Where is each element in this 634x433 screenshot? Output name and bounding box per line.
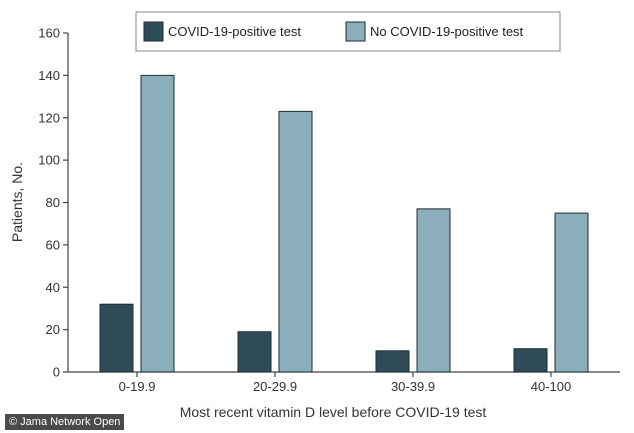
x-tick-label: 20-29.9 xyxy=(253,379,297,394)
y-axis-title: Patients, No. xyxy=(9,162,25,242)
y-tick-label: 80 xyxy=(46,195,60,210)
y-tick-label: 20 xyxy=(46,322,60,337)
x-tick-label: 0-19.9 xyxy=(119,379,156,394)
y-axis: 0 20 40 60 80 100 120 140 160 xyxy=(38,26,69,380)
x-tick-label: 40-100 xyxy=(531,379,571,394)
bar-no-covid-positive-40-100 xyxy=(554,212,589,373)
legend-label: No COVID-19-positive test xyxy=(370,24,524,39)
legend-swatch xyxy=(143,21,164,42)
bar-covid-positive-30-39.9 xyxy=(375,350,410,373)
legend: COVID-19-positive test No COVID-19-positi… xyxy=(135,11,561,52)
x-axis: 0-19.9 20-29.9 30-39.9 40-100 xyxy=(68,371,620,394)
bar-covid-positive-0-19.9 xyxy=(99,303,134,373)
y-tick-label: 160 xyxy=(38,26,60,41)
y-tick-label: 60 xyxy=(46,237,60,252)
y-tick-label: 0 xyxy=(53,365,60,380)
bar-covid-positive-40-100 xyxy=(513,348,548,373)
legend-swatch xyxy=(345,21,366,42)
x-axis-title: Most recent vitamin D level before COVID… xyxy=(180,404,487,420)
x-tick-label: 30-39.9 xyxy=(391,379,435,394)
bar-covid-positive-20-29.9 xyxy=(237,331,272,373)
bar-no-covid-positive-0-19.9 xyxy=(140,74,175,373)
bars xyxy=(99,74,589,373)
bar-no-covid-positive-30-39.9 xyxy=(416,208,451,373)
y-tick-label: 40 xyxy=(46,280,60,295)
y-tick-label: 120 xyxy=(38,110,60,125)
y-tick-label: 100 xyxy=(38,153,60,168)
legend-label: COVID-19-positive test xyxy=(168,24,301,39)
source-credit: © Jama Network Open xyxy=(5,414,125,430)
y-tick-label: 140 xyxy=(38,68,60,83)
bar-no-covid-positive-20-29.9 xyxy=(278,110,313,373)
